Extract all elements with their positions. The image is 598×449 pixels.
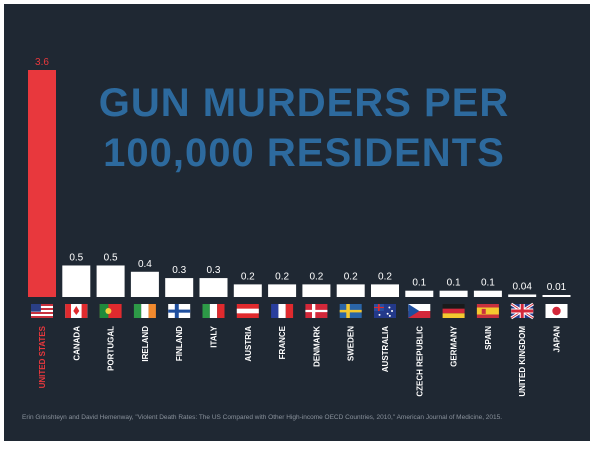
- france-flag-icon: [271, 304, 294, 318]
- bar-sweden: [336, 284, 365, 297]
- category-label: UNITED KINGDOM: [518, 326, 527, 397]
- bar-italy: [199, 278, 228, 297]
- ireland-flag-icon: [133, 304, 156, 318]
- finland-flag-icon: [168, 304, 191, 318]
- bar-australia: [371, 284, 399, 297]
- category-label: AUSTRIA: [244, 326, 253, 362]
- value-label: 0.4: [138, 259, 152, 270]
- bar-czech-republic: [405, 290, 434, 297]
- bar-spain: [473, 290, 502, 297]
- category-label: IRELAND: [141, 326, 150, 362]
- value-label: 0.04: [512, 281, 532, 292]
- bar-denmark: [302, 284, 331, 297]
- bar-finland: [165, 278, 194, 297]
- bar-united-kingdom: [508, 294, 537, 297]
- value-label: 0.3: [207, 265, 221, 276]
- bar-austria: [233, 284, 262, 297]
- czech-flag-icon: [408, 304, 431, 318]
- us-flag-icon: [31, 304, 53, 318]
- value-label: 0.01: [547, 282, 567, 293]
- uk-flag-icon: [510, 302, 535, 320]
- value-label: 0.3: [172, 265, 186, 276]
- bar-germany: [439, 290, 468, 297]
- value-label: 0.1: [412, 278, 426, 289]
- bar-portugal: [96, 265, 125, 297]
- value-label: 0.2: [241, 271, 255, 282]
- category-label: ITALY: [210, 325, 219, 347]
- category-label: CANADA: [72, 326, 81, 361]
- source-citation: Erin Grinshteyn and David Hemenway, "Vio…: [22, 414, 503, 421]
- bar-united-states: [28, 70, 56, 297]
- category-label: GERMANY: [450, 325, 459, 367]
- category-label: SWEDEN: [347, 326, 356, 361]
- value-label: 0.2: [309, 271, 323, 282]
- infographic-frame: GUN MURDERS PER 100,000 RESIDENTS 3.6 0.5…: [4, 4, 590, 441]
- value-label: 3.6: [35, 57, 49, 68]
- spain-flag-icon: [476, 304, 499, 318]
- category-label: UNITED STATES: [38, 325, 47, 388]
- bar-chart: GUN MURDERS PER 100,000 RESIDENTS 3.6 0.5…: [28, 57, 571, 397]
- austria-flag-icon: [236, 304, 259, 318]
- value-label: 0.5: [69, 252, 83, 263]
- title-line-2: 100,000 RESIDENTS: [103, 131, 505, 175]
- canada-flag-icon: [65, 304, 88, 318]
- portugal-flag-icon: [99, 304, 122, 318]
- value-label: 0.5: [104, 252, 118, 263]
- category-label: CZECH REPUBLIC: [415, 326, 424, 397]
- category-label: DENMARK: [312, 326, 321, 367]
- australia-flag-icon: [374, 304, 396, 318]
- category-label: SPAIN: [484, 326, 493, 350]
- bar-canada: [62, 265, 91, 297]
- title-line-1: GUN MURDERS PER: [99, 81, 510, 125]
- denmark-flag-icon: [305, 304, 328, 318]
- sweden-flag-icon: [339, 304, 362, 318]
- value-label: 0.1: [481, 278, 495, 289]
- bar-france: [268, 284, 297, 297]
- italy-flag-icon: [202, 304, 225, 318]
- category-label: FINLAND: [175, 326, 184, 361]
- value-label: 0.2: [378, 271, 392, 282]
- bar-ireland: [130, 271, 159, 297]
- germany-flag-icon: [442, 304, 465, 318]
- value-label: 0.1: [447, 278, 461, 289]
- category-label: PORTUGAL: [107, 326, 116, 371]
- value-label: 0.2: [344, 271, 358, 282]
- category-label: AUSTRALIA: [381, 326, 390, 372]
- chart-title: GUN MURDERS PER 100,000 RESIDENTS: [99, 81, 510, 175]
- category-label: JAPAN: [553, 326, 562, 353]
- japan-flag-icon: [545, 304, 568, 318]
- value-label: 0.2: [275, 271, 289, 282]
- category-label: FRANCE: [278, 325, 287, 359]
- bar-japan: [542, 295, 571, 297]
